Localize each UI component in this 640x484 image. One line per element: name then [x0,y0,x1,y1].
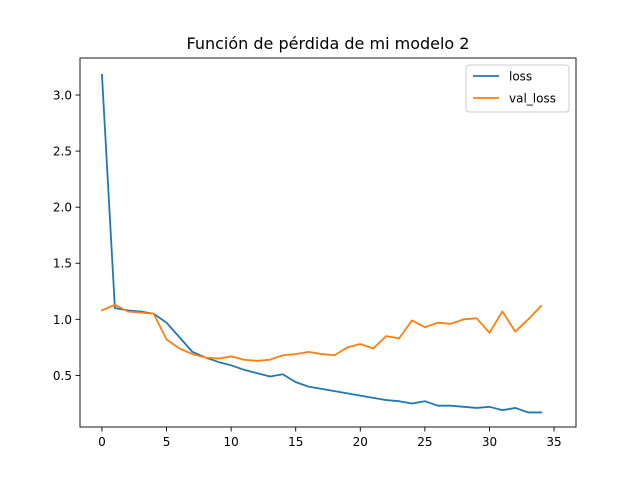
y-tick-label: 1.0 [53,313,72,327]
series-layer [100,73,543,414]
x-tick-label: 0 [98,435,106,449]
x-tick-label: 20 [353,435,368,449]
series-line-val-loss [100,303,543,362]
x-tick-label: 10 [223,435,238,449]
y-tick-label: 3.0 [53,89,72,103]
legend-label-loss: loss [509,70,532,84]
y-tick-label: 2.0 [53,201,72,215]
legend: loss val_loss [465,64,570,113]
y-tick-label: 2.5 [53,145,72,159]
axes-frame [79,57,577,428]
x-tick-label: 15 [288,435,303,449]
x-tick-label: 35 [546,435,561,449]
plot-area [80,58,576,427]
x-tick-label: 25 [417,435,432,449]
axes-layer: 0 5 10 15 20 25 30 35 0.5 1.0 1.5 2.0 2.5 3.0 [53,57,577,449]
y-tick-label: 0.5 [53,369,72,383]
series-line-loss [101,73,543,414]
y-tick-label: 1.5 [53,257,72,271]
legend-label-val-loss: val_loss [509,92,556,106]
x-tick-label: 5 [163,435,171,449]
chart-title: Función de pérdida de mi modelo 2 [187,34,470,53]
x-tick-label: 30 [482,435,497,449]
